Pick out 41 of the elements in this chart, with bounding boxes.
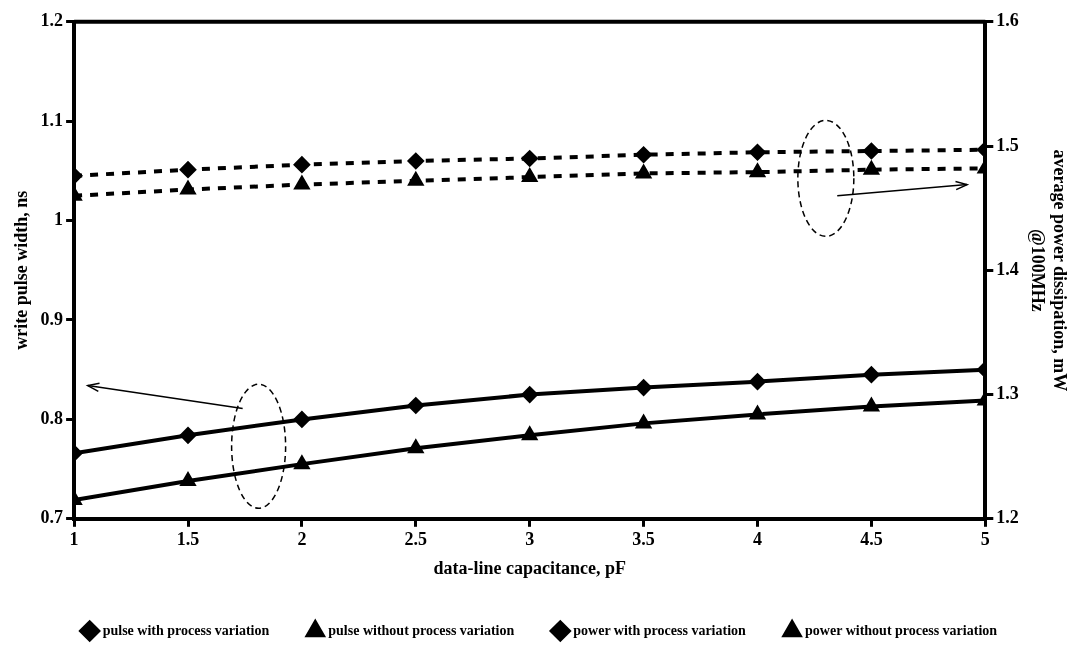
- legend-label: power with process variation: [573, 622, 747, 638]
- y-tick-label: 0.7: [40, 507, 64, 528]
- point: [635, 379, 652, 396]
- point: [522, 427, 537, 441]
- point: [180, 473, 196, 487]
- point: [863, 366, 880, 383]
- x-tick-label: 5: [980, 529, 990, 550]
- y-tick-label: 0.8: [40, 408, 64, 429]
- y2-tick-label: 1.3: [996, 383, 1019, 404]
- point: [749, 373, 766, 390]
- point: [750, 406, 765, 420]
- y2-tick-label: 1.4: [996, 258, 1019, 279]
- x-tick-label: 4: [753, 529, 762, 550]
- y2-tick-label: 1.6: [996, 10, 1019, 31]
- x-tick-label: 1.5: [176, 529, 200, 550]
- legend-label: pulse without process variation: [328, 622, 515, 638]
- x-tick-label: 3.5: [632, 529, 655, 550]
- x-tick-label: 2.5: [404, 529, 428, 550]
- point: [636, 415, 651, 429]
- y-axis-title: write pulse width, ns: [11, 190, 32, 350]
- y2-axis-title: average power dissipation, mW @100MHz: [1027, 149, 1070, 392]
- x-tick-label: 1: [69, 529, 79, 550]
- x-axis-title: data-line capacitance, pF: [433, 557, 626, 578]
- point: [521, 386, 538, 403]
- y2-tick-label: 1.2: [996, 507, 1019, 528]
- legend-label: power without process variation: [805, 622, 998, 638]
- point: [408, 440, 423, 454]
- legend-label: pulse with process variation: [102, 622, 270, 638]
- y-tick-label: 0.9: [40, 308, 64, 329]
- point: [180, 427, 196, 444]
- x-tick-label: 3: [525, 529, 535, 550]
- y-tick-label: 1.2: [40, 10, 64, 31]
- point: [294, 456, 310, 470]
- point: [864, 398, 879, 412]
- point: [407, 397, 424, 414]
- y2-tick-label: 1.5: [996, 134, 1019, 155]
- x-tick-label: 4.5: [860, 529, 883, 550]
- y-tick-label: 1.1: [40, 109, 64, 130]
- x-tick-label: 2: [297, 529, 307, 550]
- y-tick-label: 1: [54, 209, 64, 230]
- point: [293, 411, 310, 428]
